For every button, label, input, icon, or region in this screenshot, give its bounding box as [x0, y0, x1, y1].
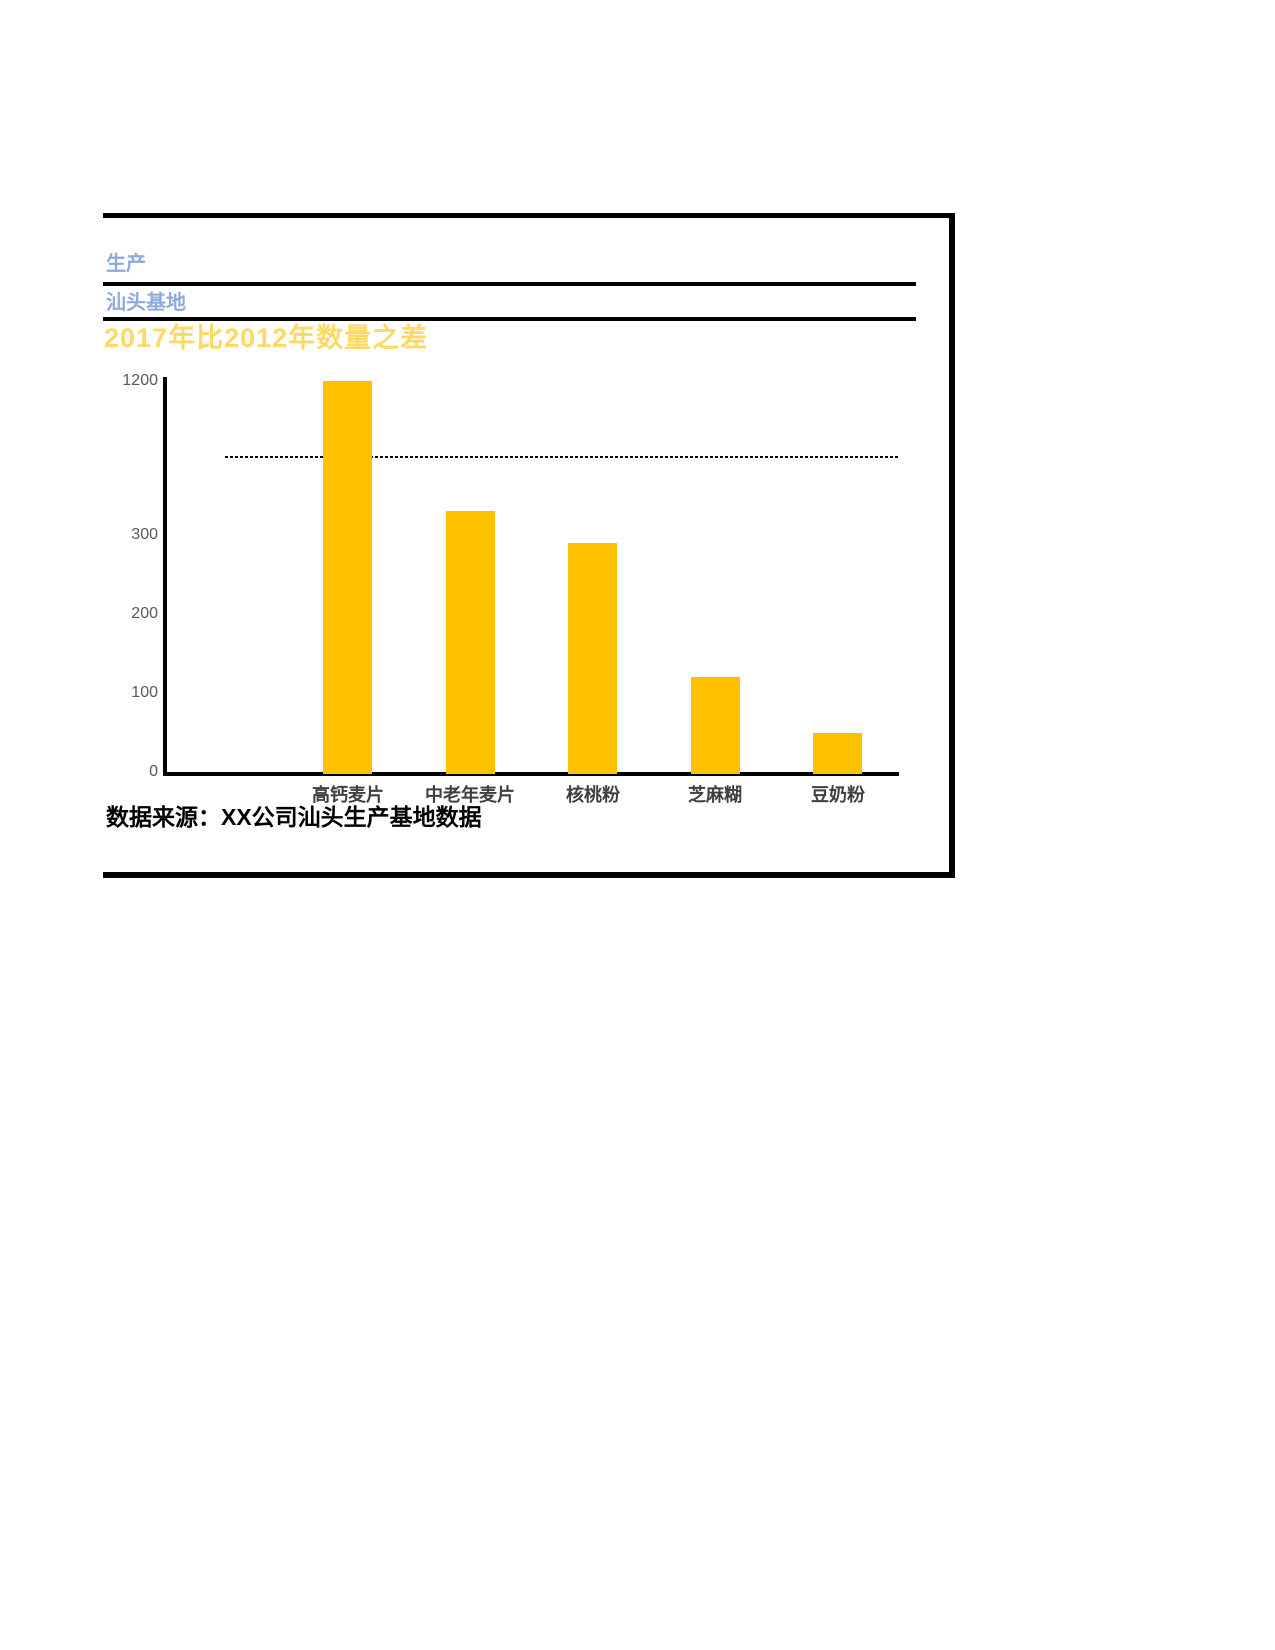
category-label: 芝麻糊	[688, 785, 742, 805]
bar	[568, 543, 617, 774]
category-label: 中老年麦片	[425, 785, 515, 805]
header-divider-2	[103, 317, 916, 321]
card-border-top	[103, 213, 955, 218]
bar	[446, 511, 495, 774]
y-tick-label: 0	[149, 763, 158, 780]
bar	[813, 733, 862, 774]
bar	[691, 677, 740, 774]
header-production-label: 生产	[106, 253, 146, 275]
bar	[323, 381, 372, 774]
x-axis-line	[163, 772, 899, 776]
card-border-right	[949, 213, 955, 878]
header-base-label: 汕头基地	[106, 292, 186, 314]
reference-dashed-line	[225, 456, 899, 458]
data-source-note: 数据来源：XX公司汕头生产基地数据	[106, 804, 482, 830]
y-axis-line	[163, 377, 167, 776]
card-border-bottom	[103, 872, 955, 878]
chart-title: 2017年比2012年数量之差	[104, 323, 429, 353]
category-label: 高钙麦片	[312, 785, 384, 805]
category-label: 豆奶粉	[811, 785, 865, 805]
y-tick-label: 1200	[122, 372, 158, 389]
y-tick-label: 100	[131, 684, 158, 701]
header-divider-1	[103, 282, 916, 286]
y-tick-label: 200	[131, 605, 158, 622]
category-label: 核桃粉	[566, 785, 620, 805]
y-tick-label: 300	[131, 526, 158, 543]
